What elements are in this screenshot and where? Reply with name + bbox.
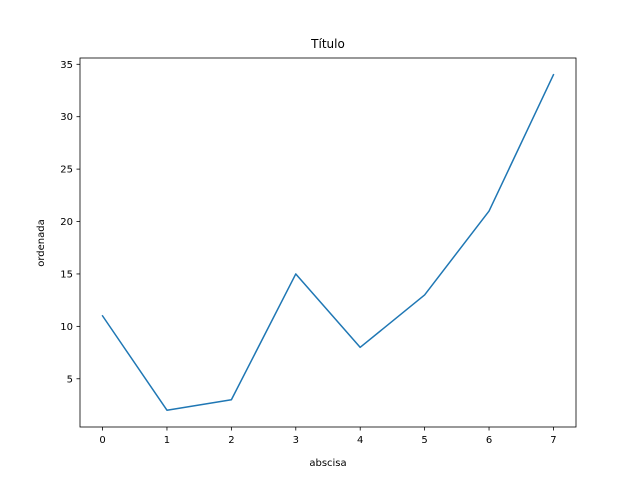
- x-tick-label: 1: [164, 435, 170, 446]
- x-tick-label: 2: [228, 435, 234, 446]
- y-tick-label: 30: [60, 112, 73, 123]
- axes-frame: [79, 57, 577, 428]
- y-tick-label: 20: [60, 217, 73, 228]
- chart-title: Título: [310, 37, 345, 51]
- y-tick-label: 5: [67, 374, 73, 385]
- x-tick-label: 7: [550, 435, 556, 446]
- plot-area: 0 1 2 3 4 5 6 7 5 10 15 20 25 30 35: [60, 57, 577, 446]
- x-tick-label: 4: [357, 435, 363, 446]
- x-tick-label: 3: [293, 435, 299, 446]
- y-axis-label: ordenada: [36, 219, 47, 267]
- x-tick-label: 5: [421, 435, 427, 446]
- y-tick-label: 10: [60, 322, 73, 333]
- y-tick-label: 25: [60, 165, 73, 176]
- series-line-0: [101, 73, 555, 411]
- x-tick-label: 6: [486, 435, 492, 446]
- x-tick-label: 0: [99, 435, 105, 446]
- y-tick-label: 15: [60, 269, 73, 280]
- x-axis-label: abscisa: [309, 458, 346, 469]
- y-tick-label: 35: [60, 60, 73, 71]
